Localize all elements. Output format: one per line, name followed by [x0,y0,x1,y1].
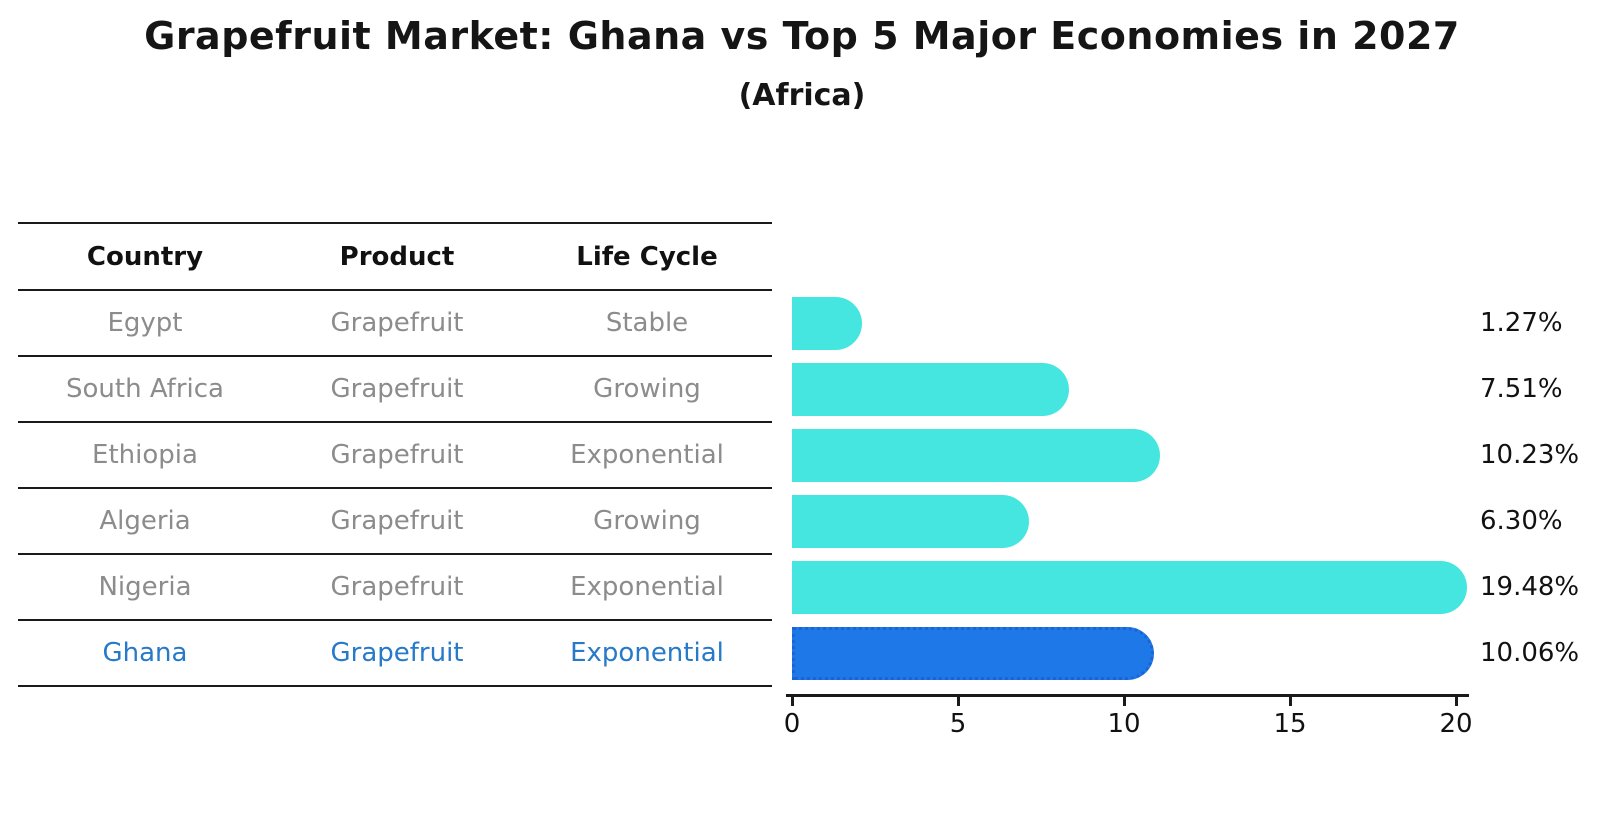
bar-value-label: 1.27% [1480,307,1563,338]
cell-country: Ethiopia [92,440,198,470]
chart-subtitle: (Africa) [738,78,866,113]
bar-value-label: 6.30% [1480,505,1563,536]
table-header-row: Country Product Life Cycle [18,222,772,289]
bar [792,428,1160,482]
cell-country: Nigeria [98,572,192,602]
cell-country: Ghana [102,638,188,668]
cell-country: Algeria [99,506,191,536]
bar-value-label: 10.06% [1480,637,1580,668]
table-row: Nigeria Grapefruit Exponential [18,553,772,619]
tick-label: 10 [1107,709,1141,739]
x-axis-tick: 0 [752,697,832,743]
tick-mark [1288,697,1292,706]
bar-value-label: 19.48% [1480,571,1580,602]
bar-row: 10.23% [0,428,1604,482]
bar-value-label: 10.23% [1480,439,1580,470]
table-row: South Africa Grapefruit Growing [18,355,772,421]
bar-row: 1.27% [0,296,1604,350]
column-header-lifecycle: Life Cycle [576,241,718,272]
tick-label: 0 [783,709,801,739]
bar [792,560,1467,614]
tick-mark [1454,697,1458,706]
x-axis-line [786,694,1469,697]
column-header-product: Product [339,241,455,272]
bar-value-label: 7.51% [1480,373,1563,404]
bar-row: 6.30% [0,494,1604,548]
x-axis-tick: 20 [1416,697,1496,743]
bar [792,362,1070,416]
tick-label: 5 [949,709,967,739]
cell-product: Grapefruit [330,308,464,338]
x-axis-tick: 5 [918,697,998,743]
cell-lifecycle: Exponential [570,440,724,470]
cell-country: South Africa [66,374,224,404]
cell-lifecycle: Growing [593,506,701,536]
x-axis-tick: 15 [1250,697,1330,743]
bar [792,296,863,350]
table-row: Egypt Grapefruit Stable [18,289,772,355]
cell-lifecycle: Growing [593,374,701,404]
tick-mark [790,697,794,706]
bar [792,626,1154,680]
cell-product: Grapefruit [330,572,464,602]
cell-lifecycle: Exponential [570,572,724,602]
column-header-country: Country [86,241,204,272]
table-row: Ethiopia Grapefruit Exponential [18,421,772,487]
tick-mark [1122,697,1126,706]
bar [792,494,1030,548]
cell-lifecycle: Stable [605,308,689,338]
cell-product: Grapefruit [330,440,464,470]
cell-product: Grapefruit [330,374,464,404]
x-axis-tick: 10 [1084,697,1164,743]
table-body: Egypt Grapefruit Stable South Africa Gra… [18,289,772,685]
cell-lifecycle: Exponential [570,638,724,668]
bar-row: 10.06% [0,626,1604,680]
country-table: Country Product Life Cycle Egypt Grapefr… [18,222,772,687]
cell-country: Egypt [107,308,183,338]
table-row: Ghana Grapefruit Exponential [18,619,772,685]
table-row: Algeria Grapefruit Growing [18,487,772,553]
bar-row: 19.48% [0,560,1604,614]
tick-label: 15 [1273,709,1307,739]
tick-label: 20 [1439,709,1473,739]
cell-product: Grapefruit [330,506,464,536]
cell-product: Grapefruit [330,638,464,668]
tick-mark [956,697,960,706]
chart-title: Grapefruit Market: Ghana vs Top 5 Major … [144,14,1460,58]
bar-row: 7.51% [0,362,1604,416]
